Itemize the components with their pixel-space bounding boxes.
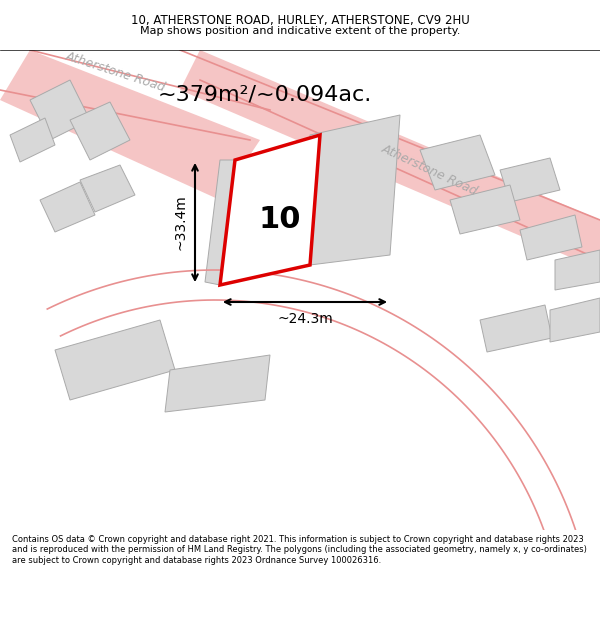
Polygon shape (205, 160, 235, 285)
Polygon shape (520, 215, 582, 260)
Text: 10, ATHERSTONE ROAD, HURLEY, ATHERSTONE, CV9 2HU: 10, ATHERSTONE ROAD, HURLEY, ATHERSTONE,… (131, 14, 469, 27)
Text: ~379m²/~0.094ac.: ~379m²/~0.094ac. (158, 85, 372, 105)
Polygon shape (500, 158, 560, 202)
Polygon shape (0, 50, 260, 200)
Polygon shape (555, 250, 600, 290)
Text: Atherstone Road: Atherstone Road (63, 49, 167, 94)
Polygon shape (165, 355, 270, 412)
Text: ~33.4m: ~33.4m (173, 194, 187, 251)
Polygon shape (70, 102, 130, 160)
Polygon shape (480, 305, 552, 352)
Polygon shape (310, 115, 400, 265)
Text: 10: 10 (259, 206, 301, 234)
Polygon shape (220, 135, 320, 285)
Text: Atherstone Road: Atherstone Road (380, 142, 480, 198)
Text: Map shows position and indicative extent of the property.: Map shows position and indicative extent… (140, 26, 460, 36)
Polygon shape (30, 80, 90, 140)
Polygon shape (10, 118, 55, 162)
Polygon shape (180, 50, 600, 270)
Polygon shape (55, 320, 175, 400)
Polygon shape (450, 185, 520, 234)
Text: ~24.3m: ~24.3m (277, 312, 333, 326)
Polygon shape (80, 165, 135, 212)
Text: Contains OS data © Crown copyright and database right 2021. This information is : Contains OS data © Crown copyright and d… (12, 535, 587, 564)
Polygon shape (40, 182, 95, 232)
Polygon shape (420, 135, 495, 190)
Polygon shape (550, 298, 600, 342)
